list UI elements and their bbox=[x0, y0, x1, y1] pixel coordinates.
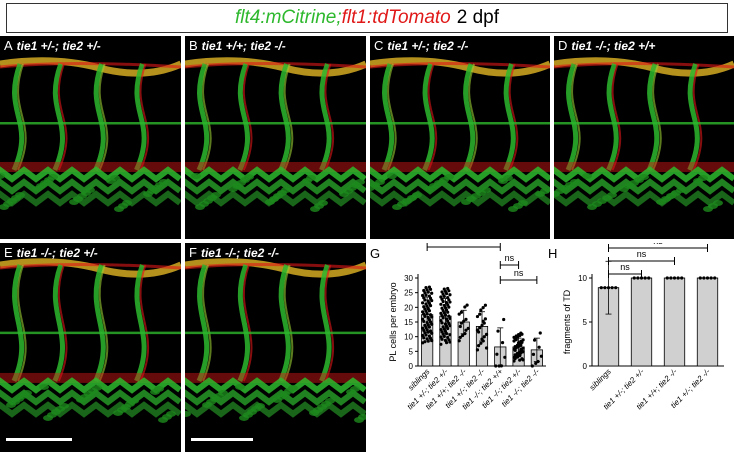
x-tick-label: siblings bbox=[588, 367, 613, 392]
significance-label: ns bbox=[653, 243, 663, 246]
y-tick-label: 5 bbox=[409, 347, 414, 356]
data-points bbox=[665, 276, 684, 280]
panel-letter: A bbox=[4, 38, 13, 53]
data-points bbox=[698, 276, 717, 280]
y-tick-label: 0 bbox=[583, 362, 588, 371]
significance-bracket bbox=[499, 261, 520, 269]
bar bbox=[630, 277, 653, 367]
vessel-image bbox=[0, 57, 181, 212]
significance-label: ns bbox=[514, 268, 524, 278]
data-points bbox=[530, 331, 543, 368]
y-tick-label: 20 bbox=[404, 303, 413, 312]
significance-bracket bbox=[608, 257, 675, 265]
significance-bracket bbox=[608, 270, 642, 278]
panel-genotype: tie1 -/-; tie2 -/- bbox=[200, 246, 279, 260]
panel-letter-h: H bbox=[548, 246, 558, 261]
y-tick-label: 5 bbox=[583, 318, 588, 327]
panel-letter: E bbox=[4, 245, 13, 260]
vessel-image bbox=[554, 57, 734, 212]
significance-bracket bbox=[608, 244, 708, 252]
bar bbox=[663, 277, 686, 367]
significance-label: *** bbox=[456, 243, 472, 246]
significance-bracket bbox=[499, 276, 538, 284]
panel-genotype: tie1 +/-; tie2 +/- bbox=[16, 39, 101, 53]
data-points bbox=[599, 286, 618, 290]
panel-genotype: tie1 -/-; tie2 +/- bbox=[16, 246, 98, 260]
y-axis-label: PL cells per embryo bbox=[388, 282, 398, 361]
title-stage: 2 dpf bbox=[456, 7, 500, 28]
bar bbox=[696, 277, 719, 367]
panel-letter: F bbox=[189, 245, 197, 260]
y-tick-label: 30 bbox=[404, 274, 413, 283]
vessel-image bbox=[185, 57, 366, 212]
title-red: flt1:tdTomato bbox=[341, 7, 451, 28]
panel-genotype: tie1 +/+; tie2 -/- bbox=[201, 39, 286, 53]
panel-letter: B bbox=[189, 38, 198, 53]
panel-letter-g: G bbox=[370, 246, 381, 261]
y-tick-label: 10 bbox=[404, 333, 413, 342]
significance-label: ns bbox=[505, 253, 515, 263]
panel-genotype: tie1 +/-; tie2 -/- bbox=[387, 39, 469, 53]
significance-label: ns bbox=[637, 249, 647, 259]
data-points bbox=[439, 286, 452, 346]
significance-label: ns bbox=[620, 262, 630, 272]
figure-title: flt4:mCitrine; flt1:tdTomato 2 dpf bbox=[6, 3, 728, 33]
vessel-image bbox=[370, 57, 550, 212]
data-points bbox=[475, 303, 489, 352]
significance-bracket bbox=[426, 243, 501, 251]
y-axis-label: fragments of TD bbox=[562, 289, 572, 354]
data-points bbox=[421, 285, 434, 345]
y-tick-label: 25 bbox=[404, 289, 413, 298]
data-points bbox=[512, 331, 525, 363]
panel-letter: C bbox=[374, 38, 384, 53]
vessel-image bbox=[185, 258, 366, 423]
y-tick-label: 10 bbox=[578, 274, 587, 283]
data-points bbox=[457, 303, 470, 343]
scale-bar bbox=[6, 438, 72, 441]
data-points bbox=[494, 317, 507, 368]
title-green: flt4:mCitrine; bbox=[234, 7, 342, 28]
panel-genotype: tie1 -/-; tie2 +/+ bbox=[571, 39, 656, 53]
y-tick-label: 0 bbox=[409, 362, 414, 371]
scale-bar bbox=[191, 438, 253, 441]
vessel-image bbox=[0, 258, 181, 423]
panel-letter: D bbox=[558, 38, 568, 53]
y-tick-label: 15 bbox=[404, 318, 413, 327]
